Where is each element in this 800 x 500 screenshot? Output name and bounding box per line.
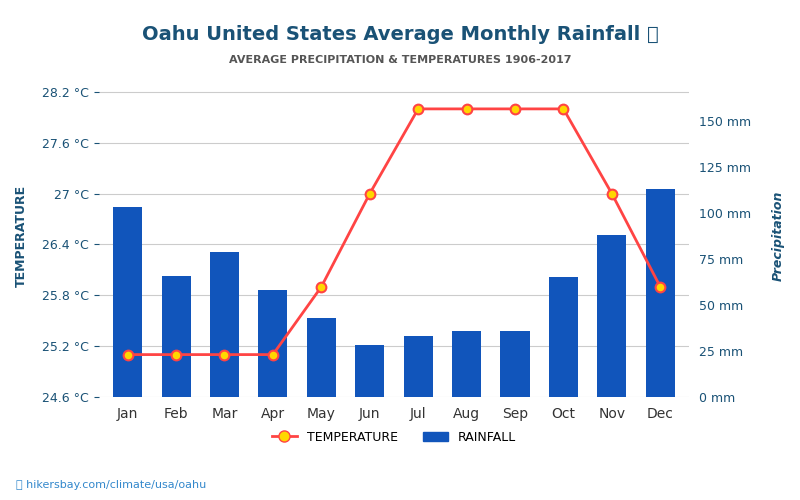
Y-axis label: Precipitation: Precipitation [772,191,785,281]
Bar [404,336,433,397]
Y-axis label: TEMPERATURE: TEMPERATURE [15,185,28,287]
Bar [549,278,578,397]
Bar [210,252,239,397]
Bar [307,318,336,397]
Bar [646,189,674,397]
Bar [452,330,481,397]
Legend: TEMPERATURE, RAINFALL: TEMPERATURE, RAINFALL [267,426,521,448]
Bar [113,208,142,397]
Bar [598,235,626,397]
Bar [355,346,384,397]
Text: Oahu United States Average Monthly Rainfall 🌧: Oahu United States Average Monthly Rainf… [142,25,658,44]
Bar [258,290,287,397]
Bar [162,276,190,397]
Text: AVERAGE PRECIPITATION & TEMPERATURES 1906-2017: AVERAGE PRECIPITATION & TEMPERATURES 190… [229,55,571,65]
Bar [501,330,530,397]
Text: 🔥 hikersbay.com/climate/usa/oahu: 🔥 hikersbay.com/climate/usa/oahu [16,480,206,490]
